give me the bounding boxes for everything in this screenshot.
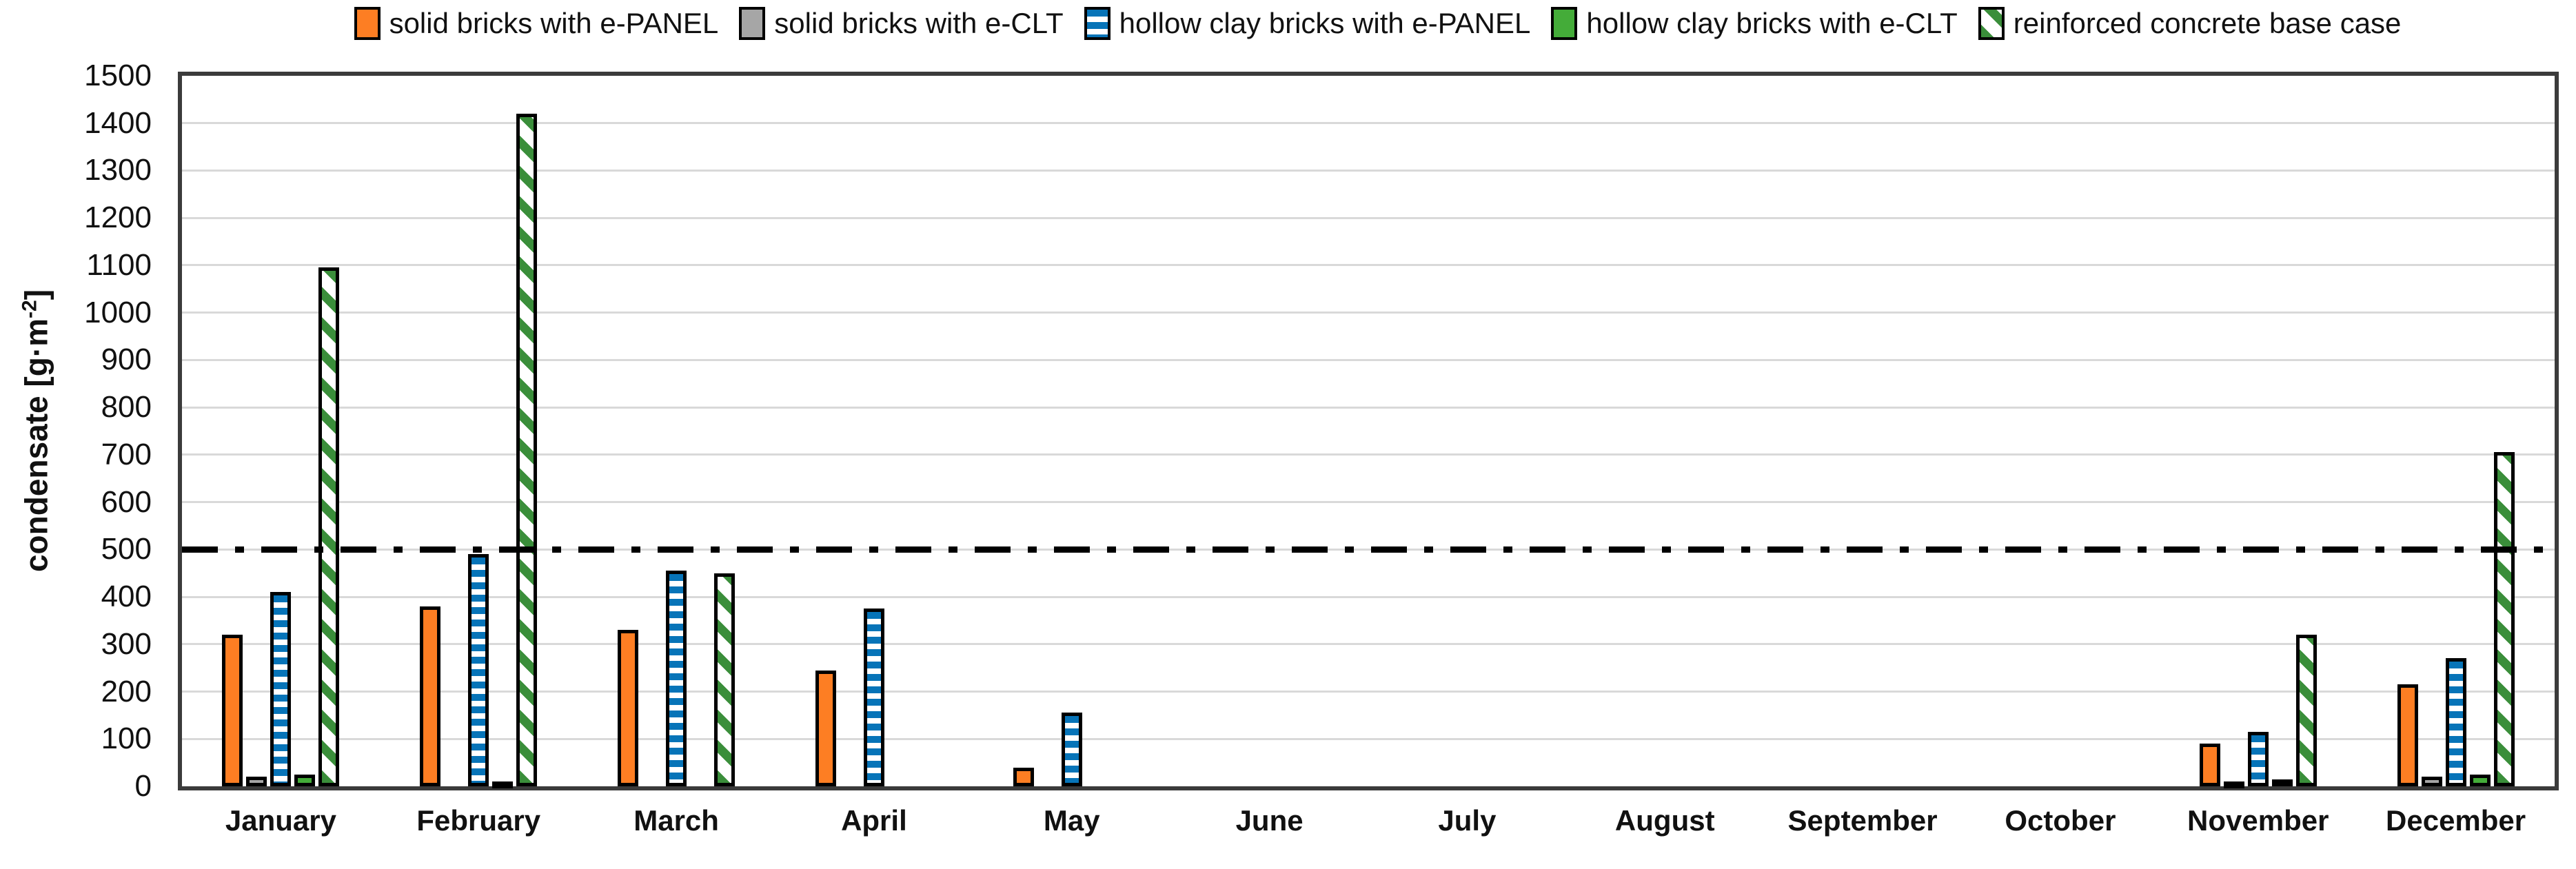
bar-solid-bricks-e-panel-january	[222, 635, 243, 786]
plot-area	[178, 72, 2559, 790]
bar-hollow-clay-e-panel-december	[2445, 658, 2466, 786]
chart-legend: solid bricks with e-PANEL solid bricks wi…	[0, 7, 2576, 40]
bar-solid-bricks-e-clt-november	[2223, 781, 2244, 789]
gridline-100	[182, 737, 2555, 740]
bar-hollow-clay-e-clt-february	[492, 781, 514, 789]
legend-item-solid-bricks-e-clt: solid bricks with e-CLT	[739, 7, 1064, 40]
bar-solid-bricks-e-panel-december	[2397, 684, 2418, 786]
x-axis-label-december: December	[2386, 804, 2526, 837]
bar-hollow-clay-e-clt-january	[294, 774, 316, 786]
x-axis-label-april: April	[841, 804, 907, 837]
bar-hollow-clay-e-panel-may	[1061, 713, 1082, 786]
legend-swatch-hollow-clay-e-panel	[1084, 7, 1110, 40]
y-tick-label-900: 900	[101, 343, 152, 377]
bar-hollow-clay-e-clt-november	[2271, 779, 2293, 786]
y-tick-label-400: 400	[101, 580, 152, 614]
y-tick-label-1300: 1300	[84, 153, 152, 187]
legend-item-hollow-clay-e-panel: hollow clay bricks with e-PANEL	[1084, 7, 1531, 40]
bar-solid-bricks-e-clt-december	[2421, 777, 2442, 786]
bar-reinforced-concrete-december	[2493, 452, 2515, 786]
x-axis-label-september: September	[1787, 804, 1938, 837]
x-axis-label-august: August	[1614, 804, 1715, 837]
gridline-400	[182, 595, 2555, 598]
legend-label-hollow-clay-e-panel: hollow clay bricks with e-PANEL	[1119, 7, 1531, 39]
gridline-1400	[182, 122, 2555, 125]
y-tick-label-700: 700	[101, 437, 152, 471]
gridline-1300	[182, 169, 2555, 172]
legend-swatch-solid-bricks-e-clt	[739, 7, 766, 40]
gridline-600	[182, 501, 2555, 504]
y-tick-label-600: 600	[101, 484, 152, 519]
legend-swatch-reinforced-concrete	[1978, 7, 2005, 40]
bar-hollow-clay-e-panel-march	[666, 571, 687, 786]
bar-hollow-clay-e-panel-february	[468, 554, 489, 786]
x-axis-label-october: October	[2005, 804, 2116, 837]
bar-reinforced-concrete-march	[714, 573, 736, 786]
gridline-200	[182, 691, 2555, 693]
x-axis-label-november: November	[2187, 804, 2329, 837]
legend-label-hollow-clay-e-clt: hollow clay bricks with e-CLT	[1586, 7, 1958, 39]
x-axis-label-january: January	[225, 804, 336, 837]
y-tick-label-1400: 1400	[84, 105, 152, 140]
bar-solid-bricks-e-panel-february	[420, 606, 441, 786]
gridline-700	[182, 453, 2555, 456]
legend-swatch-solid-bricks-e-panel	[354, 7, 381, 40]
gridline-1100	[182, 264, 2555, 267]
y-tick-label-1200: 1200	[84, 201, 152, 235]
legend-label-solid-bricks-e-clt: solid bricks with e-CLT	[774, 7, 1064, 39]
reference-line-500	[182, 546, 2555, 553]
bar-hollow-clay-e-panel-april	[863, 609, 884, 786]
legend-item-solid-bricks-e-panel: solid bricks with e-PANEL	[354, 7, 719, 40]
bar-solid-bricks-e-panel-april	[815, 670, 836, 786]
y-tick-label-500: 500	[101, 532, 152, 566]
legend-label-solid-bricks-e-panel: solid bricks with e-PANEL	[389, 7, 719, 39]
y-tick-label-200: 200	[101, 674, 152, 708]
x-axis-label-july: July	[1438, 804, 1497, 837]
bar-reinforced-concrete-november	[2295, 635, 2317, 786]
y-tick-label-1100: 1100	[86, 247, 152, 282]
bar-reinforced-concrete-january	[318, 267, 340, 786]
legend-item-reinforced-concrete: reinforced concrete base case	[1978, 7, 2402, 40]
bar-reinforced-concrete-february	[516, 113, 538, 786]
gridline-1200	[182, 216, 2555, 219]
x-axis-label-june: June	[1235, 804, 1304, 837]
y-tick-label-100: 100	[101, 722, 152, 756]
bar-hollow-clay-e-clt-december	[2469, 774, 2491, 786]
bar-solid-bricks-e-panel-november	[2199, 744, 2220, 786]
bar-solid-bricks-e-panel-march	[618, 630, 639, 786]
y-tick-label-0: 0	[134, 769, 152, 803]
legend-swatch-hollow-clay-e-clt	[1551, 7, 1578, 40]
gridline-800	[182, 406, 2555, 409]
bar-solid-bricks-e-panel-may	[1013, 767, 1034, 786]
bar-hollow-clay-e-panel-january	[270, 592, 292, 786]
y-tick-label-1500: 1500	[84, 59, 152, 92]
y-tick-label-1000: 1000	[84, 295, 152, 329]
bar-solid-bricks-e-clt-january	[246, 777, 267, 786]
x-axis-label-march: March	[633, 804, 719, 837]
y-axis-title: condensate [g·m-2]	[18, 289, 54, 572]
x-axis-label-february: February	[416, 804, 541, 837]
legend-item-hollow-clay-e-clt: hollow clay bricks with e-CLT	[1551, 7, 1958, 40]
bar-hollow-clay-e-panel-november	[2247, 731, 2269, 786]
gridline-1000	[182, 311, 2555, 314]
x-axis-label-may: May	[1043, 804, 1100, 837]
y-tick-label-800: 800	[101, 390, 152, 425]
gridline-300	[182, 643, 2555, 646]
legend-label-reinforced-concrete: reinforced concrete base case	[2013, 7, 2402, 39]
gridline-900	[182, 358, 2555, 361]
y-tick-label-300: 300	[101, 626, 152, 661]
